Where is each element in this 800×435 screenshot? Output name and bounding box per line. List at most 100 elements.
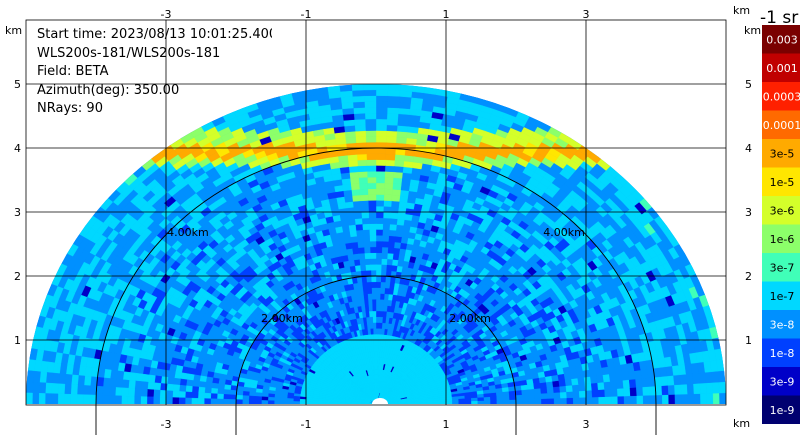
field-cell <box>242 399 250 404</box>
field-cell <box>372 316 377 323</box>
field-cell <box>280 400 288 404</box>
field-cell <box>375 339 379 347</box>
y-tick-label-right: 2 <box>745 270 752 283</box>
field-cell <box>344 130 356 139</box>
field-cell <box>340 96 354 104</box>
field-cell <box>172 397 180 404</box>
field-cell <box>185 379 194 387</box>
field-cell <box>235 399 243 404</box>
field-cell <box>64 373 73 385</box>
colorbar: 0.0030.0010.00030.00013e-51e-53e-61e-63e… <box>762 25 800 424</box>
field-cell <box>382 223 390 231</box>
field-cell <box>361 211 370 219</box>
field-cell <box>706 393 714 404</box>
y-tick-label-right: 4 <box>745 142 752 155</box>
field-cell <box>185 385 193 393</box>
field-cell <box>64 383 72 395</box>
field-cell <box>394 154 405 162</box>
field-cell <box>397 107 411 115</box>
field-cell <box>590 375 598 384</box>
field-cell <box>572 390 580 398</box>
field-cell <box>522 398 529 404</box>
field-cell <box>133 396 141 404</box>
field-cell <box>26 370 35 383</box>
field-cell <box>521 394 529 400</box>
field-cell <box>642 386 650 396</box>
field-cell <box>362 223 370 231</box>
field-cell <box>341 101 354 110</box>
field-cell <box>527 388 535 395</box>
field-cell <box>583 376 592 385</box>
field-cell <box>355 136 367 144</box>
field-cell <box>367 176 377 184</box>
field-cell <box>261 392 269 398</box>
field-cell <box>681 393 689 404</box>
field-cell <box>140 388 148 397</box>
field-cell <box>305 401 313 404</box>
field-cell <box>397 207 407 215</box>
field-cell <box>352 200 362 208</box>
field-cell <box>346 212 355 220</box>
field-cell <box>369 229 377 236</box>
range-ring-label: 2.00km <box>261 312 303 325</box>
field-cell <box>109 378 117 388</box>
field-cell <box>398 201 408 209</box>
field-cell <box>483 396 491 401</box>
field-cell <box>375 84 389 91</box>
field-cell <box>362 235 370 242</box>
field-cell <box>381 240 389 248</box>
field-cell <box>32 370 41 383</box>
field-cell <box>331 402 339 404</box>
field-cell <box>198 381 207 388</box>
field-cell <box>399 84 413 92</box>
field-cell <box>384 281 391 289</box>
field-cell <box>223 389 231 395</box>
colorbar-label: 0.003 <box>766 33 798 46</box>
x-tick-label: -3 <box>161 8 172 21</box>
field-cell <box>350 241 359 249</box>
field-cell <box>603 381 612 390</box>
x-tick-label: -3 <box>161 418 172 431</box>
field-cell <box>26 381 34 394</box>
field-cell <box>490 399 498 404</box>
field-cell <box>397 253 405 261</box>
field-cell <box>360 206 369 213</box>
field-cell <box>382 235 390 242</box>
field-cell <box>387 84 401 91</box>
field-cell <box>393 241 402 249</box>
field-cell <box>375 246 383 254</box>
field-cell <box>365 124 377 131</box>
field-cell <box>375 176 385 184</box>
field-cell <box>339 90 353 98</box>
field-cell <box>199 375 208 383</box>
field-cell <box>705 382 714 394</box>
field-cell <box>184 391 193 399</box>
field-cell <box>384 287 390 295</box>
field-cell <box>375 182 385 190</box>
field-cell <box>254 396 262 401</box>
field-cell <box>352 95 365 103</box>
field-cell <box>383 188 393 196</box>
field-cell <box>540 387 548 394</box>
field-cell <box>26 392 33 404</box>
field-cell <box>365 270 372 277</box>
field-cell <box>389 282 395 289</box>
field-cell <box>375 269 382 277</box>
field-cell <box>648 385 657 396</box>
field-cell <box>698 372 707 384</box>
field-cell <box>367 293 373 300</box>
field-cell <box>553 397 561 404</box>
field-cell <box>354 118 366 126</box>
field-cell <box>598 396 606 404</box>
field-cell <box>58 373 67 385</box>
field-cell <box>385 147 396 155</box>
field-cell <box>571 384 580 392</box>
field-cell <box>375 310 380 317</box>
field-cell <box>115 387 123 397</box>
field-cell <box>229 394 237 400</box>
field-cell <box>375 89 389 97</box>
field-cell <box>286 398 294 402</box>
field-cell <box>509 399 517 404</box>
field-cell <box>350 235 358 243</box>
field-cell <box>367 194 377 201</box>
